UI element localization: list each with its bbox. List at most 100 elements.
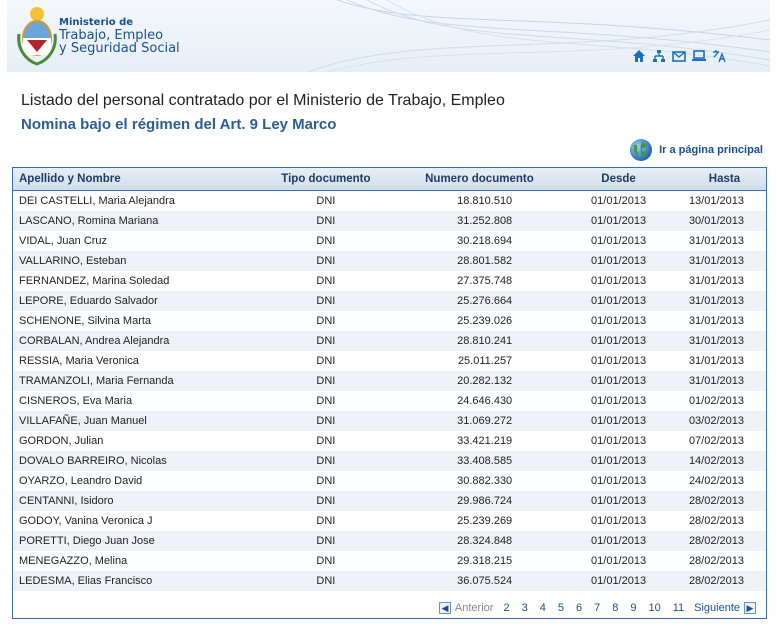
page-number-link[interactable]: 11	[672, 602, 685, 614]
next-page-button[interactable]: Siguiente ▶	[694, 602, 756, 614]
cell-doc-type: DNI	[247, 451, 405, 471]
table-row: OYARZO, Leandro David DNI 30.882.330 01/01/…	[13, 471, 766, 491]
table-row: LEDESMA, Elias Francisco DNI 36.075.524 01/…	[13, 571, 766, 591]
cell-doc-number: 18.810.510	[457, 195, 513, 207]
cell-from: 01/01/2013	[591, 515, 647, 527]
cell-doc-number: 25.239.269	[457, 515, 513, 527]
cell-name: TRAMANZOLI, Maria Fernanda	[13, 371, 248, 391]
cell-doc-type: DNI	[316, 555, 336, 567]
cell-doc-type: DNI	[247, 331, 405, 351]
cell-to: 28/02/2013	[682, 531, 766, 551]
cell-from: 01/01/2013	[591, 275, 647, 287]
cell-doc-type: DNI	[316, 515, 336, 527]
cell-doc-number: 25.011.257	[457, 355, 513, 367]
cell-to: 31/01/2013	[682, 331, 766, 351]
previous-page-button[interactable]: ◀ Anterior	[438, 602, 494, 614]
cell-doc-type: DNI	[247, 371, 405, 391]
cell-name: GORDON, Julian	[19, 435, 104, 447]
translate-icon[interactable]	[712, 48, 726, 63]
cell-from: 01/01/2013	[554, 331, 683, 351]
sitemap-icon[interactable]	[652, 48, 666, 62]
cell-from: 01/01/2013	[554, 251, 683, 271]
cell-doc-type: DNI	[247, 411, 405, 431]
cell-name: VIDAL, Juan Cruz	[19, 235, 108, 247]
page-number-link[interactable]: 2	[503, 602, 510, 614]
table-row: GODOY, Vanina Veronica J DNI 25.239.269 01/…	[13, 511, 766, 531]
ministry-line1: Ministerio de	[59, 17, 134, 28]
page-number-link[interactable]: 10	[648, 602, 661, 614]
page-number-link[interactable]: 9	[630, 602, 637, 614]
cell-name: OYARZO, Leandro David	[19, 475, 143, 487]
cell-to: 28/02/2013	[682, 571, 766, 591]
pagination: ◀ Anterior 2 3 4 5 6 7 8 9 10 11 Siguiente ▶	[438, 602, 756, 614]
column-header-to[interactable]: Hasta	[682, 168, 766, 191]
page-number-link[interactable]: 7	[594, 602, 601, 614]
cell-name: CISNEROS, Eva Maria	[19, 395, 133, 407]
globe-icon	[630, 139, 653, 161]
cell-to: 28/02/2013	[688, 515, 744, 527]
table-header-row: Apellido y Nombre Tipo documento Numero …	[13, 168, 766, 191]
table-row: LEPORE, Eduardo Salvador DNI 25.276.664 01/…	[13, 291, 766, 311]
cell-to: 31/01/2013	[688, 315, 744, 327]
cell-name: DOVALO BARREIRO, Nicolas	[13, 451, 248, 471]
page-title: Listado del personal contratado por el M…	[21, 92, 505, 109]
cell-from: 01/01/2013	[591, 435, 647, 447]
cell-name: GODOY, Vanina Veronica J	[19, 515, 153, 527]
computer-icon[interactable]	[692, 48, 706, 62]
header-toolbar	[632, 48, 726, 63]
personnel-table: Apellido y Nombre Tipo documento Numero …	[13, 168, 766, 591]
cell-doc-number: 25.239.026	[457, 315, 513, 327]
column-header-doc-type[interactable]: Tipo documento	[247, 168, 405, 191]
cell-name: DEI CASTELLI, Maria Alejandra	[19, 195, 175, 207]
table-row: FERNANDEZ, Marina Soledad DNI 27.375.748 01…	[13, 271, 766, 291]
cell-to: 30/01/2013	[682, 211, 766, 231]
cell-doc-type: DNI	[316, 275, 336, 287]
cell-name: VILLAFAÑE, Juan Manuel	[13, 411, 248, 431]
cell-name: LEDESMA, Elias Francisco	[13, 571, 248, 591]
table-row: SCHENONE, Silvina Marta DNI 25.239.026 01/0…	[13, 311, 766, 331]
personnel-table-container: Apellido y Nombre Tipo documento Numero …	[12, 167, 767, 619]
cell-from: 01/01/2013	[591, 235, 647, 247]
cell-doc-type: DNI	[316, 395, 336, 407]
table-row: CENTANNI, Isidoro DNI 29.986.724 01/01/2013…	[13, 491, 766, 511]
page-numbers: 2 3 4 5 6 7 8 9 10 11	[503, 602, 684, 614]
cell-doc-type: DNI	[247, 251, 405, 271]
previous-page-label: Anterior	[454, 602, 494, 614]
cell-doc-number: 28.801.582	[404, 251, 555, 271]
table-row: PORETTI, Diego Juan Jose DNI 28.324.848 01/…	[13, 531, 766, 551]
next-page-label: Siguiente	[694, 602, 740, 614]
page-number-link[interactable]: 4	[539, 602, 546, 614]
cell-from: 01/01/2013	[591, 315, 647, 327]
home-page-link[interactable]: Ir a página principal	[629, 138, 763, 162]
cell-doc-number: 31.069.272	[404, 411, 555, 431]
cell-doc-type: DNI	[316, 235, 336, 247]
cell-doc-type: DNI	[316, 355, 336, 367]
cell-from: 01/01/2013	[554, 211, 683, 231]
chevron-right-icon: ▶	[744, 602, 756, 614]
cell-doc-number: 27.375.748	[457, 275, 513, 287]
page-number-link[interactable]: 5	[557, 602, 564, 614]
table-row: LASCANO, Romina Mariana DNI 31.252.808 01/0…	[13, 211, 766, 231]
cell-name: LEPORE, Eduardo Salvador	[13, 291, 248, 311]
home-page-link-label[interactable]: Ir a página principal	[659, 144, 763, 156]
cell-from: 01/01/2013	[554, 491, 683, 511]
cell-name: MENEGAZZO, Melina	[19, 555, 128, 567]
column-header-name[interactable]: Apellido y Nombre	[13, 168, 248, 191]
table-row: DEI CASTELLI, Maria Alejandra DNI 18.810.5…	[13, 191, 766, 212]
cell-doc-type: DNI	[316, 315, 336, 327]
mail-icon[interactable]	[672, 48, 686, 62]
cell-to: 28/02/2013	[682, 491, 766, 511]
column-header-doc-number[interactable]: Numero documento	[404, 168, 555, 191]
page-number-link[interactable]: 6	[575, 602, 583, 614]
page-number-link[interactable]: 3	[521, 602, 528, 614]
cell-to: 31/01/2013	[682, 251, 766, 271]
cell-to: 31/01/2013	[688, 235, 744, 247]
cell-to: 03/02/2013	[682, 411, 766, 431]
column-header-from[interactable]: Desde	[554, 168, 683, 191]
cell-to: 14/02/2013	[682, 451, 766, 471]
site-header: Ministerio de Trabajo, Empleo y Segurida…	[7, 0, 770, 72]
cell-name: VALLARINO, Esteban	[13, 251, 248, 271]
ministry-line2: Trabajo, Empleo	[59, 28, 164, 43]
home-icon[interactable]	[632, 48, 646, 62]
page-number-link[interactable]: 8	[612, 602, 619, 614]
